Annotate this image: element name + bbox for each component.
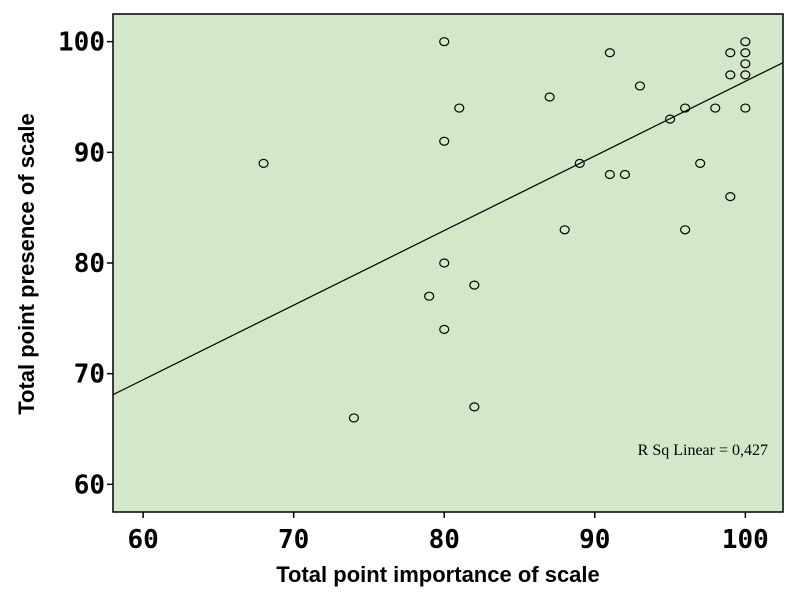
data-point <box>348 413 359 423</box>
data-point <box>680 225 691 235</box>
data-point <box>740 37 751 47</box>
y-axis-title: Total point presence of scale <box>14 113 39 415</box>
data-point <box>544 92 555 102</box>
y-tick-label: 100 <box>58 28 105 58</box>
data-point <box>725 48 736 58</box>
plot-area <box>112 13 784 513</box>
data-point <box>740 70 751 80</box>
x-tick-label: 90 <box>579 525 610 555</box>
data-point <box>454 103 465 113</box>
data-points <box>258 37 751 423</box>
data-point <box>725 192 736 202</box>
y-tick-labels: 60 70 80 90 100 <box>58 28 105 501</box>
data-point <box>740 48 751 58</box>
data-point <box>439 324 450 334</box>
data-point <box>695 158 706 168</box>
fit-line <box>112 62 784 396</box>
data-point <box>710 103 721 113</box>
data-point <box>634 81 646 91</box>
data-point <box>439 37 450 47</box>
y-tick-label: 80 <box>74 249 105 279</box>
y-tick-label: 70 <box>74 360 105 390</box>
x-axis-title: Total point importance of scale <box>276 562 600 587</box>
y-tick-label: 60 <box>74 470 105 500</box>
data-point <box>725 70 736 80</box>
data-point <box>439 258 450 268</box>
x-tick-label: 70 <box>278 525 309 555</box>
x-tick-label: 80 <box>429 525 460 555</box>
data-point <box>740 103 751 113</box>
data-point <box>559 225 570 235</box>
x-ticks <box>142 512 747 518</box>
data-point <box>424 291 435 301</box>
data-point <box>469 280 480 290</box>
y-ticks <box>107 40 113 486</box>
data-point <box>604 169 615 180</box>
data-point <box>740 59 751 69</box>
data-point <box>469 402 480 412</box>
r-squared-annotation: R Sq Linear = 0,427 <box>638 442 768 459</box>
x-tick-label: 100 <box>722 525 769 555</box>
data-point <box>439 136 450 146</box>
data-point <box>680 103 691 113</box>
data-point <box>604 48 615 58</box>
data-point <box>619 169 631 180</box>
data-point <box>574 158 585 168</box>
data-point <box>258 158 269 168</box>
x-tick-label: 60 <box>127 525 158 555</box>
data-point <box>664 114 676 124</box>
y-tick-label: 90 <box>74 138 105 168</box>
x-tick-labels: 60 70 80 90 100 <box>127 525 768 555</box>
